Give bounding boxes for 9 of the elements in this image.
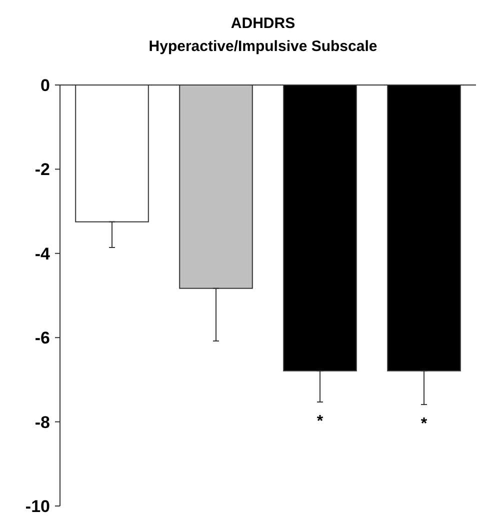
y-tick-label: -6 (34, 328, 50, 348)
data-label: * (316, 413, 324, 430)
y-tick-label: -2 (34, 160, 50, 180)
y-tick-label: -10 (25, 496, 50, 516)
chart-title: ADHDRS Hyperactive/Impulsive Subscale (148, 15, 378, 55)
data-label: * (420, 416, 428, 433)
y-tick-label: -4 (34, 244, 51, 264)
y-tick-label: 0 (40, 76, 50, 95)
y-tick-label: -8 (34, 412, 50, 432)
